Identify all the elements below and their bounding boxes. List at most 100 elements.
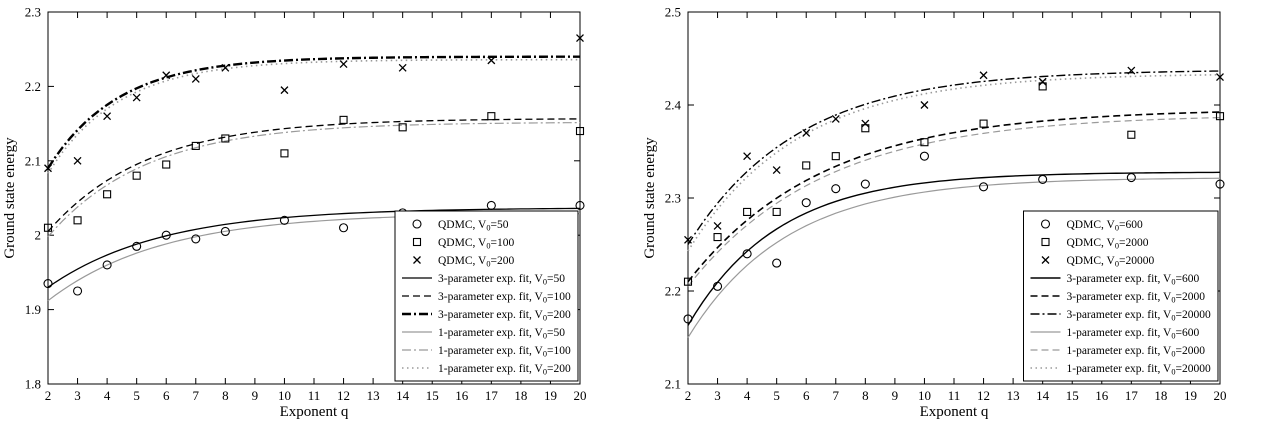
x-marker — [1216, 73, 1224, 82]
legend-item-label: 1-parameter exp. fit, V0=600 — [1067, 327, 1200, 341]
x-tick-label: 10 — [278, 388, 291, 403]
x-tick-label: 8 — [862, 388, 869, 403]
circle-marker — [1126, 172, 1136, 183]
x-axis-label: Exponent q — [920, 404, 989, 420]
legend-item-label: 3-parameter exp. fit, V0=100 — [438, 291, 571, 305]
circle-marker — [220, 226, 230, 237]
x-tick-label: 4 — [744, 388, 751, 403]
x-marker — [191, 75, 200, 83]
x-tick-label: 18 — [514, 388, 527, 403]
circle-marker — [772, 258, 782, 268]
x-tick-label: 13 — [1007, 388, 1020, 403]
circle-marker — [742, 249, 752, 259]
x-tick-label: 14 — [396, 388, 410, 403]
right-chart: 2 3 4 5 6 7 8 9 10 11 12 13 14 15 16 17 18 19 20 2.1 2.2 2.3 2… — [642, 5, 1227, 421]
x-marker — [280, 86, 289, 95]
x-marker — [576, 34, 584, 42]
legend-item-label: QDMC, V0=50 — [438, 219, 509, 233]
legend-item-label: 1-parameter exp. fit, V0=2000 — [1067, 345, 1206, 359]
x-tick-label: 6 — [803, 388, 810, 403]
circle-marker — [486, 200, 496, 210]
y-tick-label: 2 — [35, 228, 42, 243]
legend-item-label: 1-parameter exp. fit, V0=50 — [438, 327, 565, 341]
legend-item-label: 3-parameter exp. fit, V0=200 — [438, 309, 571, 323]
x-tick-label: 13 — [367, 388, 380, 403]
legend-item-label: 1-parameter exp. fit, V0=20000 — [1067, 363, 1211, 377]
legend-item-label: QDMC, V0=600 — [1067, 219, 1144, 233]
data-points — [683, 66, 1225, 324]
square-marker — [132, 171, 141, 180]
x-marker — [713, 221, 722, 230]
x-marker — [221, 63, 230, 72]
y-tick-label: 2.5 — [665, 5, 681, 20]
x-tick-label: 20 — [1214, 388, 1227, 403]
x-marker — [44, 164, 52, 173]
circle-marker — [979, 182, 989, 192]
series-points — [43, 112, 585, 232]
left-chart: 2 3 4 5 6 7 8 9 10 11 12 13 14 15 16 17 18 19 20 1.8 1.9 2 2.1… — [2, 5, 587, 421]
y-tick-label: 2.1 — [665, 377, 681, 392]
legend-item-label: 3-parameter exp. fit, V0=2000 — [1067, 291, 1206, 305]
axes: 2 3 4 5 6 7 8 9 10 11 12 13 14 15 16 17 18 19 20 1.8 1.9 2 2.1… — [25, 5, 587, 404]
x-tick-label: 12 — [977, 388, 990, 403]
circle-marker — [683, 314, 693, 324]
legend: QDMC, V0=50 QDMC, V0=100 QDMC, V0=200 3-par… — [394, 210, 579, 382]
legend-item-label: 3-parameter exp. fit, V0=20000 — [1067, 309, 1211, 323]
circle-marker — [191, 234, 201, 244]
square-marker — [1127, 130, 1136, 139]
circle-marker — [801, 198, 811, 208]
x-tick-label: 5 — [773, 388, 780, 403]
axes: 2 3 4 5 6 7 8 9 10 11 12 13 14 15 16 17 18 19 20 2.1 2.2 2.3 2… — [665, 5, 1227, 404]
x-tick-label: 7 — [193, 388, 200, 403]
circle-marker — [412, 219, 422, 229]
circle-marker — [339, 223, 349, 233]
circle-marker — [279, 215, 289, 225]
series-points — [683, 82, 1225, 286]
square-marker — [1215, 112, 1225, 121]
x-tick-label: 3 — [714, 388, 721, 403]
square-marker — [1038, 82, 1047, 91]
series-points — [684, 66, 1224, 244]
x-marker — [979, 71, 988, 80]
left-chart-panel: 2 3 4 5 6 7 8 9 10 11 12 13 14 15 16 17 18 19 20 1.8 1.9 2 2.1… — [0, 0, 640, 424]
x-marker — [413, 256, 421, 264]
x-tick-label: 15 — [426, 388, 439, 403]
circle-marker — [43, 279, 53, 289]
legend: QDMC, V0=600 QDMC, V0=2000 QDMC, V0=20000 3… — [1023, 210, 1219, 382]
square-marker — [743, 207, 752, 216]
x-marker — [802, 128, 811, 137]
x-tick-label: 9 — [252, 388, 259, 403]
square-marker — [191, 141, 200, 150]
square-marker — [979, 119, 988, 128]
x-tick-label: 7 — [833, 388, 840, 403]
circle-marker — [860, 179, 870, 189]
x-tick-label: 18 — [1154, 388, 1167, 403]
circle-marker — [102, 260, 112, 270]
x-marker — [103, 112, 112, 121]
x-marker — [1041, 256, 1050, 264]
circle-marker — [132, 241, 142, 251]
square-marker — [221, 134, 230, 143]
x-tick-label: 17 — [1125, 388, 1139, 403]
x-marker — [132, 93, 141, 102]
x-tick-label: 6 — [163, 388, 170, 403]
circle-marker — [161, 230, 171, 240]
y-tick-label: 2.1 — [25, 153, 41, 168]
legend-item-label: QDMC, V0=100 — [438, 237, 515, 251]
y-tick-label: 1.8 — [25, 377, 41, 392]
x-axis-label: Exponent q — [280, 404, 349, 420]
series-points — [44, 34, 584, 173]
fit-curve — [47, 122, 581, 238]
y-axis-label: Ground state energy — [642, 137, 658, 259]
x-marker — [920, 101, 929, 109]
fit-curve — [47, 118, 581, 232]
square-marker — [772, 207, 781, 216]
square-marker — [280, 149, 289, 158]
x-marker — [684, 235, 692, 244]
circle-marker — [713, 281, 723, 291]
x-tick-label: 16 — [1095, 388, 1109, 403]
x-marker — [831, 114, 840, 123]
square-marker — [575, 126, 585, 136]
square-marker — [43, 223, 53, 232]
